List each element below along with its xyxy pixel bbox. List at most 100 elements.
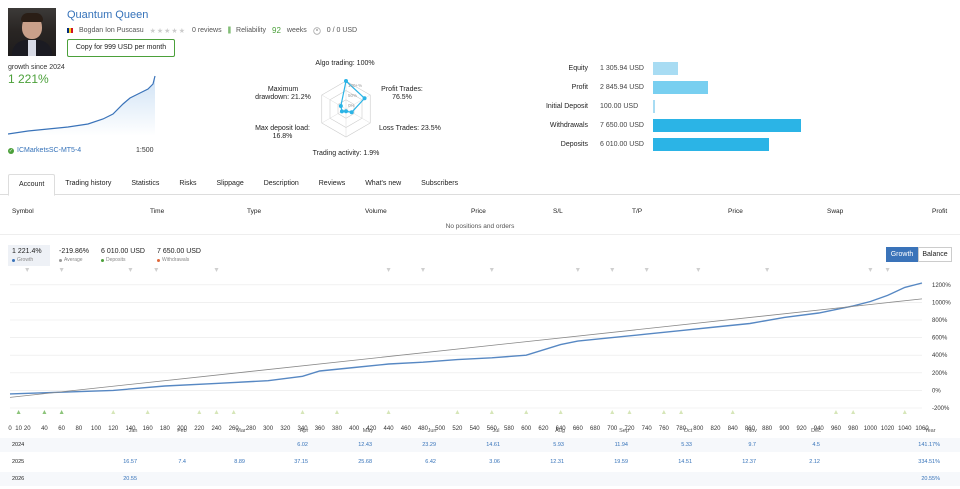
deposit-marker[interactable] <box>300 410 305 414</box>
deposit-marker[interactable] <box>524 410 529 414</box>
deposit-marker[interactable] <box>851 410 856 414</box>
y-tick-label: 400% <box>932 353 948 359</box>
deposit-marker[interactable] <box>231 410 236 414</box>
x-tick-label: 320 <box>280 426 291 432</box>
withdrawal-marker[interactable] <box>489 268 494 272</box>
author-avatar[interactable] <box>8 8 56 56</box>
deposit-marker[interactable] <box>558 410 563 414</box>
month-value[interactable]: 12.37 <box>742 459 756 465</box>
deposit-marker[interactable] <box>334 410 339 414</box>
deposit-marker[interactable] <box>679 410 684 414</box>
month-value[interactable]: 12.31 <box>550 459 564 465</box>
month-header: Aug <box>555 428 565 434</box>
tab-risks[interactable]: Risks <box>179 180 197 187</box>
tab-account[interactable]: Account <box>8 174 56 196</box>
deposit-marker[interactable] <box>661 410 666 414</box>
copy-button[interactable]: Copy for 999 USD per month <box>67 39 175 57</box>
deposit-marker[interactable] <box>489 410 494 414</box>
withdrawal-marker[interactable] <box>420 268 425 272</box>
month-value[interactable]: 14.61 <box>486 442 500 448</box>
month-value[interactable]: 11.94 <box>614 442 628 448</box>
month-value[interactable]: 37.15 <box>294 459 308 465</box>
month-value[interactable]: 20.55% <box>921 476 940 482</box>
table-row <box>0 472 960 486</box>
month-value[interactable]: 9.7 <box>748 442 756 448</box>
deposit-marker[interactable] <box>59 410 64 414</box>
withdrawal-marker[interactable] <box>765 268 770 272</box>
x-tick-label: 500 <box>435 426 446 432</box>
bar-fill <box>653 119 801 132</box>
month-value[interactable]: 14.51 <box>678 459 692 465</box>
month-value[interactable]: 12.43 <box>358 442 372 448</box>
reviews-count[interactable]: 0 reviews <box>192 27 222 34</box>
x-tick-label: 300 <box>263 426 274 432</box>
deposit-marker[interactable] <box>730 410 735 414</box>
x-tick-label: 840 <box>728 426 739 432</box>
tab-slippage[interactable]: Slippage <box>216 180 244 187</box>
tab-trading-history[interactable]: Trading history <box>65 180 112 187</box>
withdrawal-marker[interactable] <box>59 268 64 272</box>
tabs-bar: Account Trading history Statistics Risks Sli… <box>8 174 468 196</box>
month-value[interactable]: 19.59 <box>614 459 628 465</box>
x-tick-label: 140 <box>125 426 136 432</box>
deposit-marker[interactable] <box>145 410 150 414</box>
month-value[interactable]: 23.29 <box>422 442 436 448</box>
month-value[interactable]: 7.4 <box>178 459 186 465</box>
radar-ring-label: 100+% <box>348 83 362 88</box>
legend-dot-icon <box>101 258 104 262</box>
deposit-marker[interactable] <box>455 410 460 414</box>
growth-toggle-button[interactable]: Growth <box>886 247 918 262</box>
broker-link[interactable]: ✓ ICMarketsSC-MT5-4 <box>8 147 81 154</box>
withdrawal-marker[interactable] <box>128 268 133 272</box>
month-value[interactable]: 6.02 <box>297 442 308 448</box>
tab-reviews[interactable]: Reviews <box>318 180 346 187</box>
month-value[interactable]: 16.57 <box>123 459 137 465</box>
withdrawal-marker[interactable] <box>25 268 30 272</box>
withdrawal-marker[interactable] <box>644 268 649 272</box>
month-value[interactable]: 141.17% <box>918 442 940 448</box>
month-value[interactable]: 5.93 <box>553 442 564 448</box>
deposit-marker[interactable] <box>111 410 116 414</box>
deposit-marker[interactable] <box>833 410 838 414</box>
radar-label-profit: Profit Trades: 76.5% <box>381 86 423 101</box>
x-tick-label: 280 <box>246 426 257 432</box>
deposit-marker[interactable] <box>197 410 202 414</box>
balance-toggle-button[interactable]: Balance <box>918 247 952 262</box>
x-tick-label: 20 <box>24 426 31 432</box>
withdrawal-marker[interactable] <box>885 268 890 272</box>
deposit-marker[interactable] <box>16 410 21 414</box>
month-value[interactable]: 334.51% <box>918 459 940 465</box>
signal-title[interactable]: Quantum Queen <box>67 9 149 21</box>
withdrawal-marker[interactable] <box>386 268 391 272</box>
deposit-marker[interactable] <box>902 410 907 414</box>
weeks-label: weeks <box>286 27 307 34</box>
month-value[interactable]: 5.33 <box>681 442 692 448</box>
author-name[interactable]: Bogdan Ion Puscasu <box>79 27 144 34</box>
withdrawal-marker[interactable] <box>868 268 873 272</box>
legend-item: Average <box>59 257 83 263</box>
month-value[interactable]: 20.55 <box>123 476 137 482</box>
deposit-marker[interactable] <box>214 410 219 414</box>
deposit-marker[interactable] <box>42 410 47 414</box>
month-value[interactable]: 8.89 <box>234 459 245 465</box>
tab-statistics[interactable]: Statistics <box>131 180 160 187</box>
month-value[interactable]: 4.5 <box>812 442 820 448</box>
x-tick-label: 620 <box>538 426 549 432</box>
month-header: Dec <box>811 428 821 434</box>
month-value[interactable]: 6.42 <box>425 459 436 465</box>
deposit-marker[interactable] <box>627 410 632 414</box>
tab-what-s-new[interactable]: What's new <box>365 180 402 187</box>
month-value[interactable]: 25.68 <box>358 459 372 465</box>
month-value[interactable]: 2.12 <box>809 459 820 465</box>
withdrawal-marker[interactable] <box>575 268 580 272</box>
deposit-marker[interactable] <box>610 410 615 414</box>
month-value[interactable]: 3.06 <box>489 459 500 465</box>
withdrawal-marker[interactable] <box>696 268 701 272</box>
broker-name[interactable]: ICMarketsSC-MT5-4 <box>17 147 82 154</box>
tab-subscribers[interactable]: Subscribers <box>421 180 459 187</box>
deposit-marker[interactable] <box>386 410 391 414</box>
withdrawal-marker[interactable] <box>154 268 159 272</box>
withdrawal-marker[interactable] <box>214 268 219 272</box>
withdrawal-marker[interactable] <box>610 268 615 272</box>
tab-description[interactable]: Description <box>263 180 299 187</box>
